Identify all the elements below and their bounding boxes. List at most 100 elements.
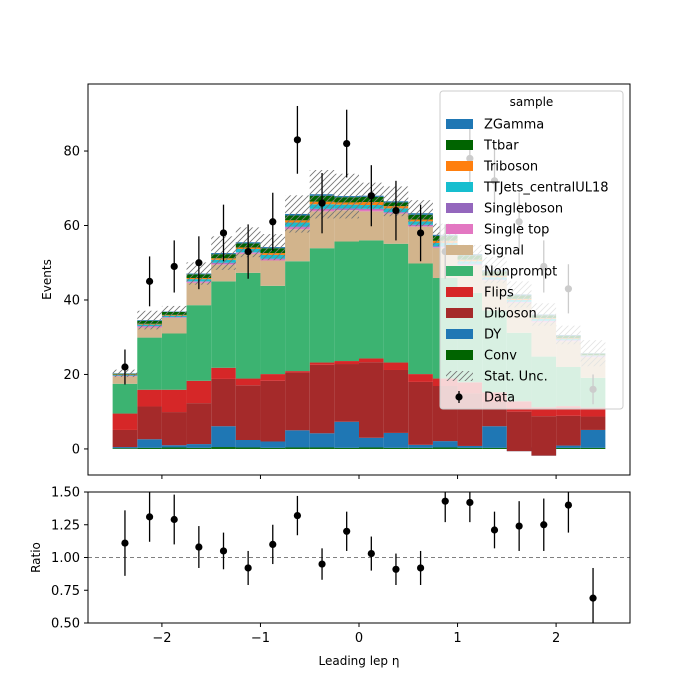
ratio-point bbox=[195, 543, 203, 551]
y-tick-label: 60 bbox=[63, 219, 80, 234]
bar-segment bbox=[408, 374, 433, 382]
bar-segment bbox=[580, 407, 606, 417]
data-point bbox=[195, 259, 203, 267]
ratio-y-axis-label: Ratio bbox=[29, 542, 43, 573]
ratio-y-tick-label: 0.50 bbox=[51, 617, 80, 632]
bar-segment bbox=[556, 445, 581, 448]
ratio-plot: 0.50 0.75 1.00 1.25 1.50 −2 −1 0 1 2 Ratio Leadi… bbox=[29, 486, 631, 668]
data-point bbox=[244, 247, 252, 256]
bar-segment bbox=[531, 407, 557, 417]
bar-segment bbox=[334, 241, 359, 362]
bar-segment bbox=[383, 243, 409, 363]
bar-segment bbox=[137, 439, 162, 448]
bar-segment bbox=[334, 364, 359, 422]
legend-label: Single top bbox=[484, 223, 549, 238]
legend-label: Flips bbox=[484, 286, 514, 301]
ratio-point bbox=[416, 564, 425, 572]
ratio-point bbox=[564, 501, 573, 509]
y-tick-label: 80 bbox=[63, 145, 80, 160]
ratio-y-ticks: 0.50 0.75 1.00 1.25 1.50 bbox=[51, 486, 88, 632]
x-axis-label: Leading lep η bbox=[319, 654, 400, 668]
legend-label: Singleboson bbox=[484, 202, 563, 217]
data-point bbox=[416, 229, 425, 237]
bar-segment bbox=[309, 364, 335, 434]
legend-swatch bbox=[446, 287, 473, 297]
bar-segment bbox=[556, 415, 581, 446]
bar-segment bbox=[137, 389, 162, 407]
legend-box bbox=[439, 90, 624, 410]
bar-segment bbox=[186, 282, 212, 306]
main-x-ticks bbox=[161, 475, 557, 479]
ratio-point bbox=[170, 515, 178, 524]
ratio-point bbox=[589, 594, 597, 602]
ratio-point bbox=[367, 549, 375, 558]
legend-swatch bbox=[446, 140, 473, 150]
legend-label: Stat. Unc. bbox=[484, 370, 548, 385]
series-diboson bbox=[112, 362, 606, 456]
y-axis-label: Events bbox=[40, 259, 54, 300]
bar-segment bbox=[309, 248, 335, 363]
legend-label: Diboson bbox=[484, 307, 537, 322]
bar-segment bbox=[383, 447, 409, 449]
bar-segment bbox=[285, 229, 310, 262]
legend-entry: Signal bbox=[446, 244, 524, 259]
ratio-point bbox=[466, 498, 474, 507]
legend-entry: Ttbar bbox=[446, 139, 519, 154]
ratio-y-tick-label: 1.50 bbox=[51, 486, 80, 501]
bar-segment bbox=[285, 371, 310, 373]
bar-segment bbox=[235, 378, 261, 386]
ratio-point bbox=[269, 540, 277, 549]
bar-segment bbox=[235, 439, 261, 448]
bar-segment bbox=[556, 447, 581, 449]
bar-segment bbox=[161, 389, 187, 413]
bar-segment bbox=[580, 429, 606, 448]
legend-swatch bbox=[446, 119, 473, 129]
legend-swatch bbox=[446, 224, 473, 234]
legend-label: Ttbar bbox=[483, 139, 519, 154]
bar-segment bbox=[334, 421, 359, 448]
bar-segment bbox=[211, 378, 236, 427]
legend-entry: Flips bbox=[446, 286, 514, 301]
ratio-y-tick-label: 1.25 bbox=[51, 518, 80, 533]
legend-swatch bbox=[446, 203, 473, 213]
bar-segment bbox=[383, 362, 409, 370]
bar-segment bbox=[432, 447, 458, 449]
bar-segment bbox=[408, 447, 433, 449]
bar-segment bbox=[309, 362, 335, 365]
data-point bbox=[293, 136, 302, 144]
bar-segment bbox=[186, 447, 212, 449]
bar-segment bbox=[260, 260, 286, 286]
bar-segment bbox=[235, 447, 261, 449]
bar-segment bbox=[383, 432, 409, 448]
bar-segment bbox=[112, 429, 138, 448]
bar-segment bbox=[211, 367, 236, 379]
bar-segment bbox=[285, 430, 310, 448]
bar-segment bbox=[137, 447, 162, 449]
ratio-point bbox=[244, 564, 252, 572]
legend-label: ZGamma bbox=[484, 118, 544, 133]
legend-swatch bbox=[446, 182, 473, 192]
x-tick-label: 0 bbox=[355, 631, 363, 646]
bar-segment bbox=[260, 380, 286, 442]
legend-entry: Nonprompt bbox=[446, 265, 557, 280]
bar-segment bbox=[531, 416, 557, 456]
ratio-point bbox=[441, 497, 449, 505]
main-y-ticks: 0 20 40 60 80 bbox=[63, 145, 88, 457]
ratio-point bbox=[343, 527, 351, 535]
legend-entry: Conv bbox=[446, 349, 517, 364]
legend-entry: Diboson bbox=[446, 307, 537, 322]
legend-entry: TTJets_centralUL18 bbox=[446, 181, 609, 196]
legend-swatch bbox=[446, 308, 473, 318]
bar-segment bbox=[432, 441, 458, 448]
legend-entry: DY bbox=[446, 328, 501, 343]
bar-segment bbox=[260, 441, 286, 448]
bar-segment bbox=[211, 447, 236, 449]
bar-segment bbox=[285, 447, 310, 449]
x-tick-label: 2 bbox=[552, 631, 560, 646]
legend-label: Triboson bbox=[483, 160, 538, 175]
bar-segment bbox=[112, 447, 138, 449]
legend-title: sample bbox=[510, 95, 554, 109]
bar-segment bbox=[137, 327, 162, 338]
bar-segment bbox=[408, 444, 433, 448]
stat-unc-band bbox=[161, 305, 187, 318]
